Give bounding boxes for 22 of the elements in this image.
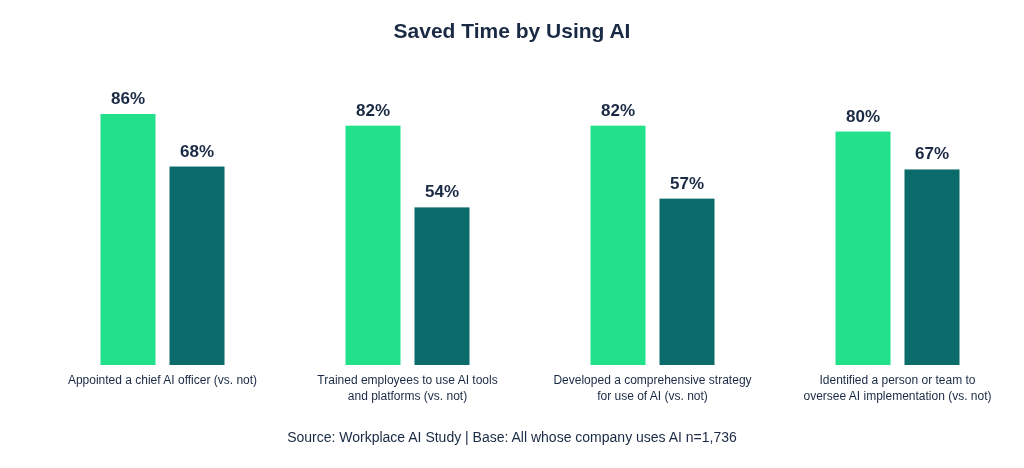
data-label: 68% (179, 141, 215, 161)
data-label: 82% (600, 100, 636, 120)
bar (590, 125, 646, 365)
bar (345, 125, 401, 365)
x-tick-label: Appointed a chief AI officer (vs. not) (67, 373, 258, 387)
bar (414, 207, 470, 365)
data-label: 67% (914, 144, 950, 164)
x-tick-label: Developed a comprehensive strategy for use of AI (vs. not) (553, 373, 752, 403)
data-label: 86% (110, 89, 146, 108)
bar (835, 131, 891, 365)
source-note: Source: Workplace AI Study | Base: All whose company uses AI n=1,736 (287, 429, 738, 445)
x-tick-label: Identified a person or team to oversee AI implementation (vs. not) (803, 373, 992, 403)
x-tick-label: Trained employees to use AI tools and platforms (vs. not) (317, 373, 498, 403)
bar (169, 166, 225, 365)
data-label: 80% (845, 106, 881, 126)
bar (904, 169, 960, 365)
bar (659, 198, 715, 365)
chart-title: Saved Time by Using AI (393, 19, 631, 42)
data-label: 57% (669, 173, 705, 193)
bar (100, 114, 156, 365)
data-label: 82% (355, 100, 391, 120)
data-label: 54% (424, 182, 460, 202)
